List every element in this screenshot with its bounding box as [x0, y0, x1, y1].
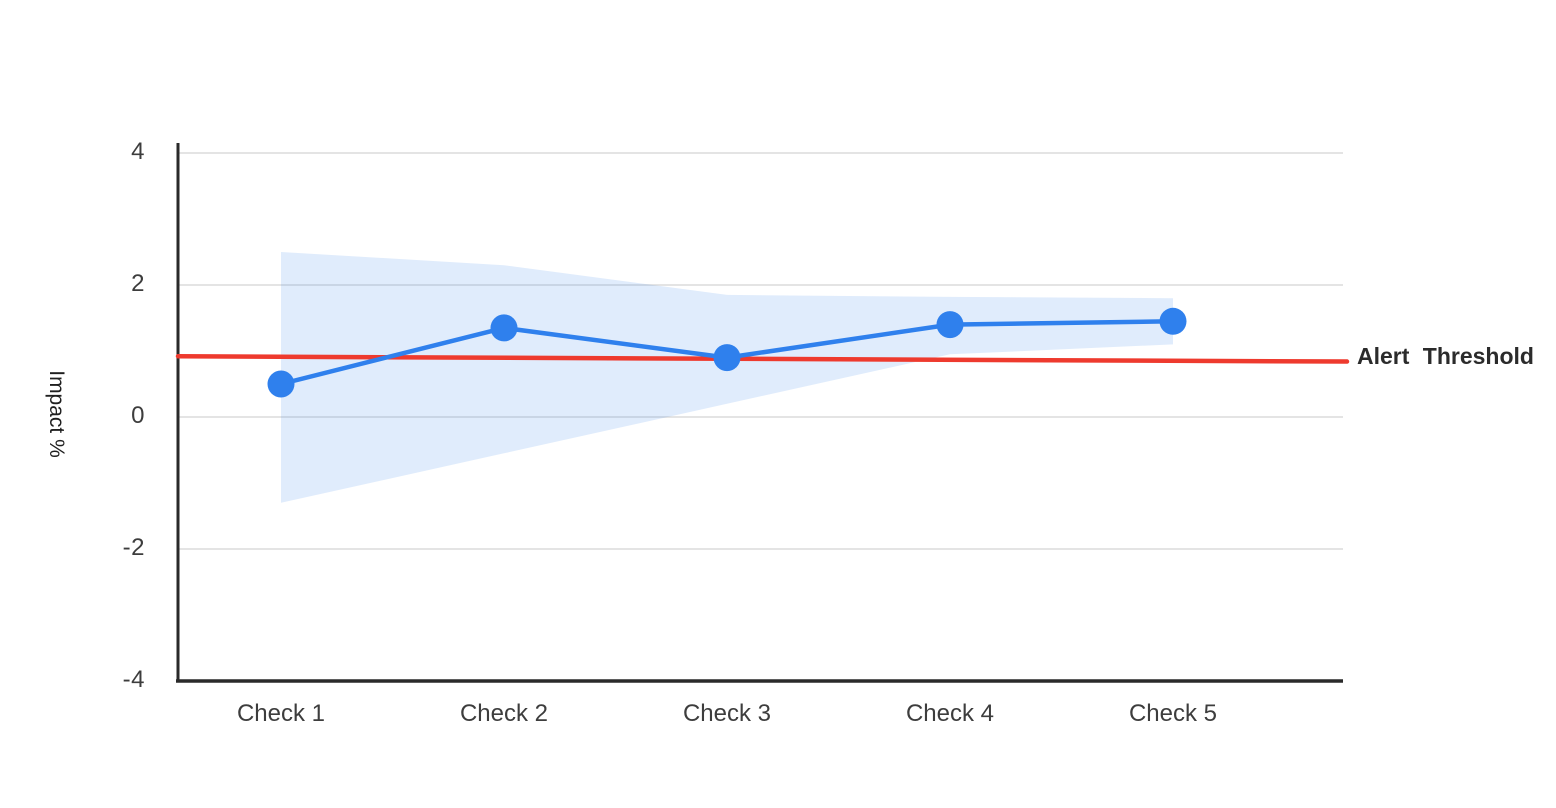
x-tick-label: Check 2 [459, 700, 549, 727]
confidence-band [281, 252, 1173, 503]
y-tick-label: -4 [122, 665, 145, 693]
x-tick-label: Check 4 [905, 700, 995, 727]
threshold-line [175, 354, 1350, 364]
data-point-check-4 [936, 311, 964, 339]
y-tick-label: 2 [131, 269, 145, 297]
y-tick-label: 0 [131, 401, 145, 429]
data-point-check-5 [1159, 307, 1187, 335]
data-point-check-3 [713, 344, 741, 372]
data-point-check-2 [490, 314, 518, 342]
y-axis-title: Impact % [45, 370, 68, 458]
data-point-check-1 [267, 370, 295, 398]
y-tick-label: -2 [122, 533, 145, 561]
x-tick-label: Check 5 [1128, 700, 1218, 727]
threshold-label: Alert Threshold [1357, 342, 1534, 369]
y-tick-label: 4 [131, 137, 145, 165]
x-tick-label: Check 3 [682, 700, 772, 727]
x-tick-label: Check 1 [236, 700, 326, 727]
